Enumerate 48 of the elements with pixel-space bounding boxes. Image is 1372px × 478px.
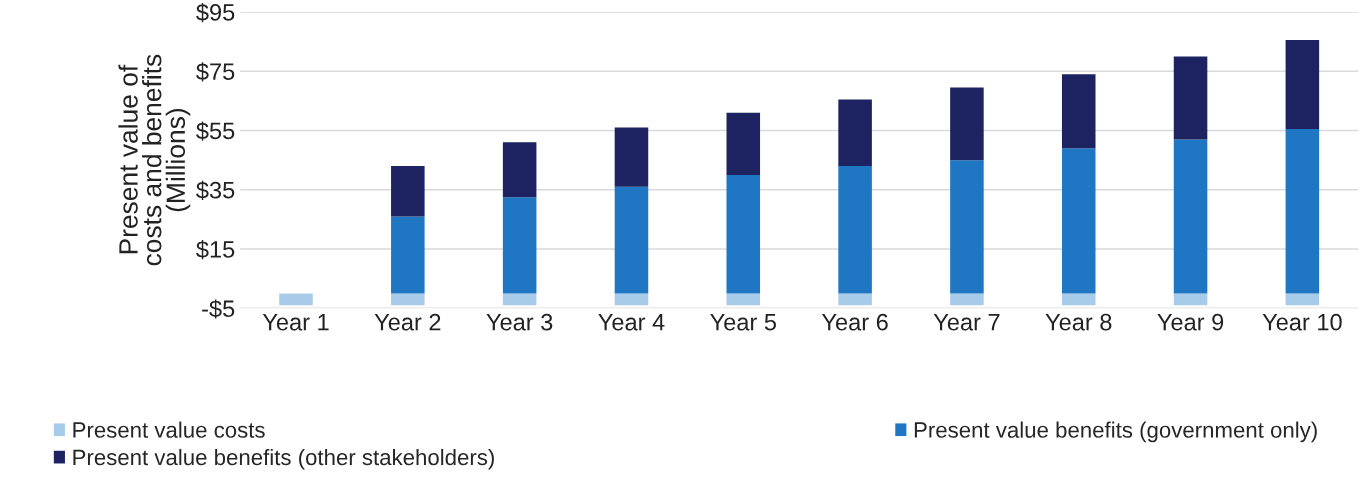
y-tick-label: $95 [196,3,235,23]
bar [391,216,425,294]
x-tick-label: Year 3 [486,313,553,331]
bar [1061,74,1096,149]
x-tick-label: Year 10 [1262,313,1342,331]
bar [838,293,872,306]
x-tick-label: Year 9 [1157,313,1224,331]
x-tick-label: Year 1 [262,314,329,331]
legend-label: Present value benefits (other stakeholders) [73,448,494,470]
y-tick-label: $75 [196,62,235,82]
bar [1173,293,1208,306]
x-tick-label: Year 7 [933,314,1000,331]
legend-label: Present value benefits (government only) [914,421,1317,443]
bar [502,197,537,294]
bar [1173,56,1208,140]
bar [838,99,872,167]
x-tick-label: Year 2 [374,313,441,331]
bar [614,293,649,306]
y-tick-label: $55 [196,121,235,141]
bar [1285,129,1320,294]
bar [726,112,761,175]
bar [1285,40,1320,130]
x-tick-label: Year 6 [821,313,888,331]
x-tick-label: Year 4 [598,314,665,331]
bar [1173,139,1208,294]
bar [950,87,984,161]
bar [502,293,537,306]
bar [950,293,984,306]
bar [614,127,649,187]
bar [726,293,761,306]
bar [391,293,425,306]
bar [279,293,313,306]
bar [614,186,649,294]
x-tick-label: Year 5 [710,314,776,331]
bar [502,142,537,198]
bar [1285,293,1320,306]
bar [726,174,761,294]
y-tick-label: -$5 [202,299,235,319]
y-tick-label: $15 [196,240,235,260]
x-tick-label: Year 8 [1045,313,1112,331]
bar [950,160,984,294]
legend-label: Present value costs [73,421,265,438]
bar [838,166,872,294]
y-axis-title: Present value of costs and benefits (Millions) [118,54,191,266]
bar [1061,148,1096,294]
y-tick-label: $35 [196,180,235,200]
bar [1061,293,1096,306]
bar [391,166,425,217]
